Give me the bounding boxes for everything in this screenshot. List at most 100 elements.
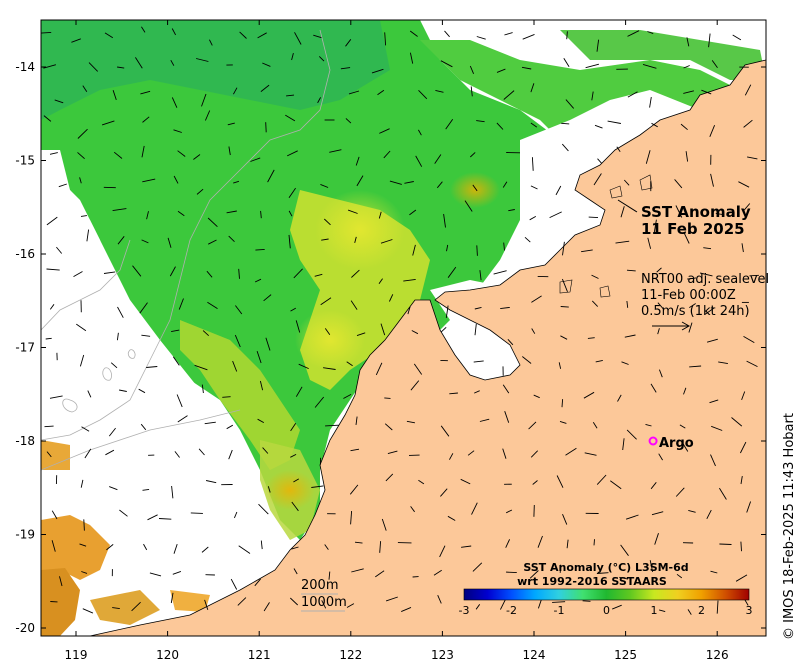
current-vector — [565, 99, 575, 109]
colorbar-title: SST Anomaly (°C) L3SM-6d — [523, 561, 688, 574]
current-vector — [79, 177, 82, 184]
current-vector — [171, 28, 176, 36]
current-vector — [262, 62, 271, 67]
colorbar-tick-label: -3 — [459, 604, 470, 617]
current-vector — [142, 488, 150, 491]
current-vector — [596, 39, 600, 52]
current-vector — [472, 184, 478, 192]
current-vector — [328, 571, 331, 580]
current-vector — [620, 206, 625, 218]
current-vector — [138, 388, 146, 394]
current-vector — [625, 514, 639, 520]
colorbar-tick-label: -2 — [506, 604, 517, 617]
current-vector — [171, 97, 178, 108]
current-vector — [621, 361, 629, 365]
current-vector — [623, 179, 630, 186]
current-vector — [565, 447, 577, 456]
current-vector — [617, 394, 622, 402]
current-vector — [290, 453, 297, 458]
argo-float-marker[interactable] — [648, 436, 658, 446]
current-vector — [81, 571, 88, 574]
current-vector — [173, 175, 179, 184]
current-vector — [407, 306, 411, 315]
current-vector — [255, 248, 265, 251]
current-vector — [401, 606, 412, 613]
current-vector — [476, 245, 478, 256]
current-vector — [493, 270, 507, 275]
current-vector — [73, 271, 83, 277]
current-vector — [561, 278, 568, 292]
current-vector — [58, 183, 67, 188]
current-vector — [460, 478, 471, 485]
current-vector — [141, 334, 151, 337]
current-vector — [566, 31, 568, 40]
current-vector — [350, 300, 358, 310]
colorbar-tick-label: -1 — [554, 604, 565, 617]
current-vector — [108, 427, 116, 437]
current-vector — [171, 485, 174, 499]
current-vector — [113, 151, 123, 159]
current-vector — [103, 271, 116, 274]
current-vector — [207, 239, 217, 245]
current-vector — [446, 244, 449, 252]
current-vector — [317, 97, 321, 104]
current-vector — [260, 210, 262, 219]
current-vector — [323, 218, 331, 226]
current-vector — [741, 243, 744, 253]
current-vector — [739, 441, 747, 454]
current-vector — [596, 572, 609, 574]
current-vector — [119, 389, 127, 392]
current-vector — [595, 359, 603, 363]
longitude-axis: 119 120 121 122 123 124 125 126 — [65, 20, 729, 662]
current-vector — [250, 157, 261, 162]
current-vector — [467, 450, 475, 456]
current-vector — [291, 52, 294, 61]
current-vector — [622, 438, 625, 451]
current-vector — [528, 421, 537, 430]
current-vector — [105, 449, 115, 456]
current-vector — [406, 420, 415, 424]
current-vector — [348, 90, 360, 95]
current-vector — [522, 356, 532, 364]
current-vector — [594, 124, 603, 129]
current-vector — [267, 486, 271, 493]
current-vector — [44, 425, 54, 428]
current-vector — [683, 90, 695, 94]
current-vector — [533, 394, 540, 399]
current-vector — [473, 360, 484, 363]
current-vector — [354, 236, 357, 244]
current-vector — [675, 487, 685, 497]
current-vector — [235, 305, 243, 315]
current-vector — [531, 295, 542, 303]
current-vector — [403, 278, 416, 282]
current-vector — [311, 485, 324, 488]
current-vector — [314, 273, 323, 277]
sst-field-green-east — [560, 30, 766, 80]
current-vector — [627, 30, 640, 37]
current-vector — [377, 89, 385, 96]
current-vector — [378, 278, 383, 284]
current-vector — [537, 535, 543, 548]
current-vector — [347, 209, 358, 214]
current-vector — [706, 509, 712, 520]
colorbar-tick-label: 3 — [746, 604, 753, 617]
current-vector — [71, 38, 81, 43]
current-vector — [560, 306, 569, 308]
current-vector — [658, 609, 666, 613]
current-vector — [141, 239, 149, 244]
current-vector — [502, 384, 510, 394]
current-vector — [291, 546, 299, 550]
current-vector — [193, 154, 201, 160]
current-vector — [505, 571, 517, 574]
current-vector — [530, 185, 538, 190]
argo-label: Argo — [659, 436, 694, 451]
current-vector — [387, 450, 398, 455]
current-vector — [710, 173, 714, 187]
current-vector — [318, 56, 325, 62]
current-vector — [88, 62, 99, 72]
current-vector — [418, 89, 428, 100]
current-vector — [389, 180, 402, 185]
current-vector — [559, 564, 562, 573]
current-vector — [735, 574, 748, 582]
